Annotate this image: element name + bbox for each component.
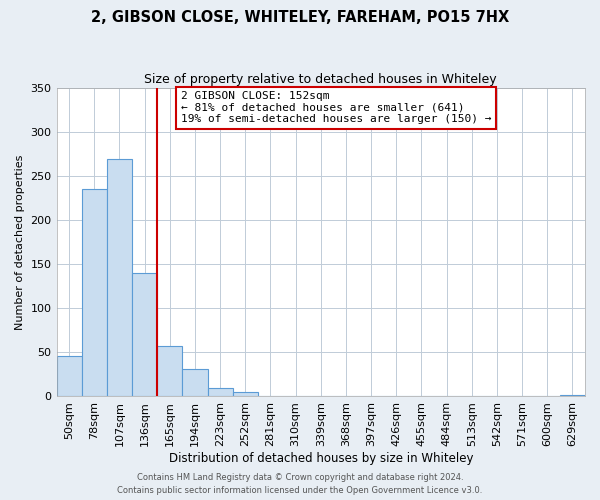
Text: Contains HM Land Registry data © Crown copyright and database right 2024.
Contai: Contains HM Land Registry data © Crown c… xyxy=(118,474,482,495)
Bar xyxy=(82,190,107,396)
Text: 2, GIBSON CLOSE, WHITELEY, FAREHAM, PO15 7HX: 2, GIBSON CLOSE, WHITELEY, FAREHAM, PO15… xyxy=(91,10,509,25)
Bar xyxy=(182,369,208,396)
Bar xyxy=(560,394,585,396)
X-axis label: Distribution of detached houses by size in Whiteley: Distribution of detached houses by size … xyxy=(169,452,473,465)
Bar xyxy=(208,388,233,396)
Bar xyxy=(157,346,182,397)
Text: 2 GIBSON CLOSE: 152sqm
← 81% of detached houses are smaller (641)
19% of semi-de: 2 GIBSON CLOSE: 152sqm ← 81% of detached… xyxy=(181,91,491,124)
Bar xyxy=(107,160,132,396)
Title: Size of property relative to detached houses in Whiteley: Size of property relative to detached ho… xyxy=(145,72,497,86)
Bar xyxy=(56,356,82,397)
Bar xyxy=(132,273,157,396)
Y-axis label: Number of detached properties: Number of detached properties xyxy=(15,154,25,330)
Bar xyxy=(233,392,258,396)
